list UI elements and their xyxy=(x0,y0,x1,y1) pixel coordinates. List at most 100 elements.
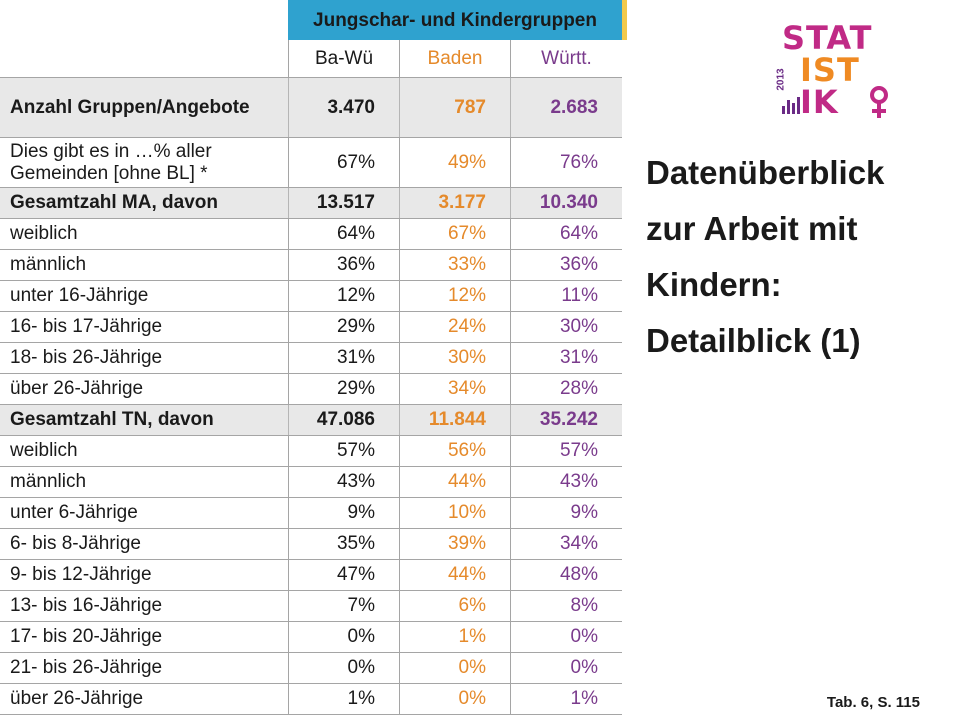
row-label: 21- bis 26-Jährige xyxy=(10,657,163,678)
value-bawue: 0% xyxy=(288,622,399,652)
value-wuertt: 10.340 xyxy=(510,188,622,218)
value-baden: 33% xyxy=(399,250,510,280)
value-wuertt: 8% xyxy=(510,591,622,621)
table-row: männlich 36% 33% 36% xyxy=(0,250,622,281)
value-wuertt: 28% xyxy=(510,374,622,404)
bar-chart-icon xyxy=(782,97,800,114)
value-wuertt: 48% xyxy=(510,560,622,590)
table-row: 16- bis 17-Jährige 29% 24% 30% xyxy=(0,312,622,343)
value-baden: 39% xyxy=(399,529,510,559)
value-bawue: 64% xyxy=(288,219,399,249)
value-wuertt: 35.242 xyxy=(510,405,622,435)
row-label: Gesamtzahl TN, davon xyxy=(10,409,214,430)
value-wuertt: 43% xyxy=(510,467,622,497)
value-bawue: 3.470 xyxy=(288,78,399,137)
row-label: weiblich xyxy=(10,440,78,461)
value-baden: 0% xyxy=(399,653,510,683)
title-line-2: zur Arbeit mit xyxy=(646,210,858,247)
value-baden: 3.177 xyxy=(399,188,510,218)
statistik-2013-logo: STAT IST IK 2013 xyxy=(776,19,892,122)
value-baden: 12% xyxy=(399,281,510,311)
value-bawue: 67% xyxy=(288,138,399,187)
table-row: 6- bis 8-Jährige 35% 39% 34% xyxy=(0,529,622,560)
row-label: unter 16-Jährige xyxy=(10,285,149,306)
table-row: 9- bis 12-Jährige 47% 44% 48% xyxy=(0,560,622,591)
value-baden: 787 xyxy=(399,78,510,137)
group-header-bar: Jungschar- und Kindergruppen xyxy=(288,0,627,40)
data-table: Jungschar- und Kindergruppen Ba-Wü Baden… xyxy=(0,0,627,715)
value-bawue: 9% xyxy=(288,498,399,528)
title-line-4: Detailblick (1) xyxy=(646,322,861,359)
female-symbol-icon xyxy=(870,86,888,118)
row-label: über 26-Jährige xyxy=(10,378,144,399)
value-bawue: 47% xyxy=(288,560,399,590)
value-wuertt: 11% xyxy=(510,281,622,311)
table-row: 18- bis 26-Jährige 31% 30% 31% xyxy=(0,343,622,374)
table-row: weiblich 64% 67% 64% xyxy=(0,219,622,250)
value-wuertt: 30% xyxy=(510,312,622,342)
table-row: unter 6-Jährige 9% 10% 9% xyxy=(0,498,622,529)
slide-title: Datenüberblick zur Arbeit mit Kindern: D… xyxy=(646,145,946,369)
row-label: 13- bis 16-Jährige xyxy=(10,595,163,616)
value-bawue: 43% xyxy=(288,467,399,497)
table-row: über 26-Jährige 29% 34% 28% xyxy=(0,374,622,405)
value-bawue: 13.517 xyxy=(288,188,399,218)
value-wuertt: 0% xyxy=(510,653,622,683)
row-label: Dies gibt es in …% aller Gemeinden [ohne… xyxy=(10,140,212,184)
column-header-baden: Baden xyxy=(399,40,510,77)
value-baden: 6% xyxy=(399,591,510,621)
row-label: 18- bis 26-Jährige xyxy=(10,347,163,368)
value-wuertt: 57% xyxy=(510,436,622,466)
value-baden: 1% xyxy=(399,622,510,652)
value-wuertt: 1% xyxy=(510,684,622,714)
value-bawue: 47.086 xyxy=(288,405,399,435)
value-bawue: 7% xyxy=(288,591,399,621)
row-label: weiblich xyxy=(10,223,78,244)
value-wuertt: 76% xyxy=(510,138,622,187)
value-wuertt: 9% xyxy=(510,498,622,528)
value-baden: 24% xyxy=(399,312,510,342)
row-label: 6- bis 8-Jährige xyxy=(10,533,141,554)
table-reference: Tab. 6, S. 115 xyxy=(826,694,920,711)
value-bawue: 35% xyxy=(288,529,399,559)
table-row: 17- bis 20-Jährige 0% 1% 0% xyxy=(0,622,622,653)
value-bawue: 57% xyxy=(288,436,399,466)
value-baden: 49% xyxy=(399,138,510,187)
value-baden: 44% xyxy=(399,560,510,590)
table-row: über 26-Jährige 1% 0% 1% xyxy=(0,684,622,715)
table-row: männlich 43% 44% 43% xyxy=(0,467,622,498)
table-row: Anzahl Gruppen/Angebote 3.470 787 2.683 xyxy=(0,78,622,138)
table-row: Dies gibt es in …% aller Gemeinden [ohne… xyxy=(0,138,622,188)
value-bawue: 0% xyxy=(288,653,399,683)
value-wuertt: 0% xyxy=(510,622,622,652)
title-line-1: Datenüberblick xyxy=(646,154,885,191)
table-row: 21- bis 26-Jährige 0% 0% 0% xyxy=(0,653,622,684)
logo-line-3: IK xyxy=(800,83,839,121)
value-wuertt: 34% xyxy=(510,529,622,559)
column-header-wuertt: Württ. xyxy=(510,40,622,77)
value-bawue: 31% xyxy=(288,343,399,373)
value-wuertt: 2.683 xyxy=(510,78,622,137)
row-label: unter 6-Jährige xyxy=(10,502,138,523)
table-row: weiblich 57% 56% 57% xyxy=(0,436,622,467)
value-bawue: 12% xyxy=(288,281,399,311)
value-wuertt: 31% xyxy=(510,343,622,373)
value-baden: 56% xyxy=(399,436,510,466)
row-label: Gesamtzahl MA, davon xyxy=(10,192,218,213)
row-label: 16- bis 17-Jährige xyxy=(10,316,163,337)
value-wuertt: 36% xyxy=(510,250,622,280)
row-label: 9- bis 12-Jährige xyxy=(10,564,152,585)
column-header-bawue: Ba-Wü xyxy=(288,40,399,77)
logo-line-2: IST xyxy=(800,51,860,89)
table-row: unter 16-Jährige 12% 12% 11% xyxy=(0,281,622,312)
value-baden: 30% xyxy=(399,343,510,373)
value-baden: 0% xyxy=(399,684,510,714)
logo-line-1: STAT xyxy=(782,19,873,57)
value-bawue: 29% xyxy=(288,374,399,404)
value-wuertt: 64% xyxy=(510,219,622,249)
table-row: 13- bis 16-Jährige 7% 6% 8% xyxy=(0,591,622,622)
table-row: Gesamtzahl TN, davon 47.086 11.844 35.242 xyxy=(0,405,622,436)
value-bawue: 36% xyxy=(288,250,399,280)
row-label: männlich xyxy=(10,471,87,492)
value-baden: 34% xyxy=(399,374,510,404)
